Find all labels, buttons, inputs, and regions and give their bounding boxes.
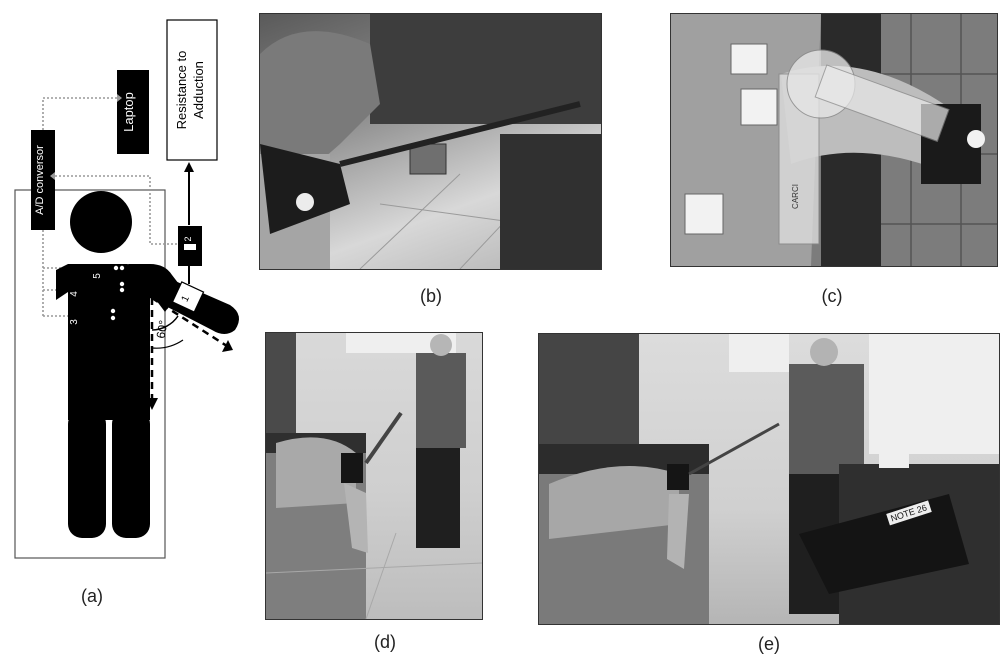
- table-outline: [14, 189, 166, 559]
- photo-d: [265, 332, 483, 620]
- schematic-diagram: Laptop Resistance to Adduction A/D conve…: [14, 19, 239, 559]
- caption-a: (a): [81, 586, 103, 606]
- caption-b: (b): [420, 286, 442, 306]
- resistance-label-2: Adduction: [191, 61, 206, 119]
- marker-4: 4: [69, 291, 80, 297]
- resistance-box: [166, 19, 218, 161]
- arm-cuff: [171, 281, 205, 313]
- ad-conversor-box: [31, 130, 55, 230]
- marker-1: 1: [180, 294, 193, 304]
- marker-5: 5: [92, 273, 103, 279]
- caption-e: (e): [758, 634, 780, 654]
- ad-conversor-label: A/D conversor: [34, 145, 46, 215]
- photo-c: CARCI: [670, 13, 998, 267]
- caption-c: (c): [821, 286, 843, 306]
- goniometer-brand: CARCI: [790, 184, 800, 209]
- laptop-label: Laptop: [121, 92, 136, 132]
- angle-label: 60°: [154, 319, 171, 340]
- caption-d: (d): [374, 632, 396, 652]
- human-figure: [56, 191, 239, 538]
- photo-e: NOTE 26: [538, 333, 1000, 625]
- marker-2: 2: [183, 236, 193, 241]
- laptop-box: [117, 70, 149, 154]
- marker-3: 3: [69, 319, 80, 325]
- photo-b: [259, 13, 602, 270]
- resistance-label-1: Resistance to: [174, 51, 189, 130]
